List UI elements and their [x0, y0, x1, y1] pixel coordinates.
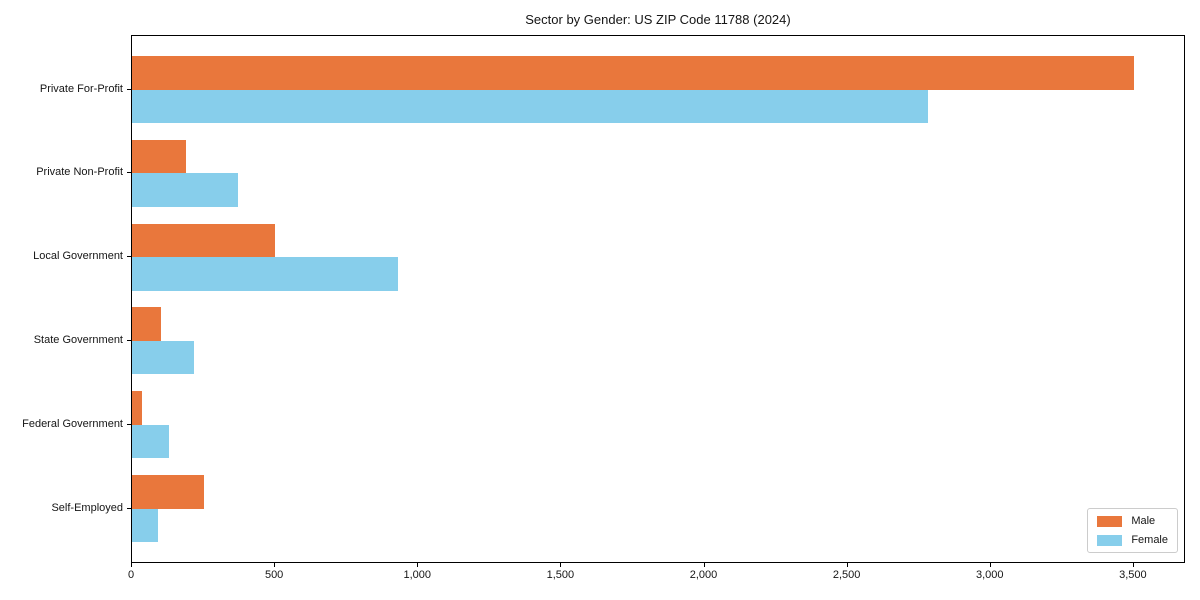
- x-tick-label-500: 500: [264, 569, 284, 581]
- x-tick-0: [131, 563, 132, 567]
- legend-entry-female: Female: [1097, 534, 1168, 546]
- y-tick-self-employed: [127, 507, 131, 509]
- y-tick-label-state-government: State Government: [33, 333, 123, 346]
- plot-area: Male Female: [131, 35, 1185, 563]
- x-tick-label-3-000: 3,000: [976, 569, 1004, 581]
- bar-private-for-profit-male: [132, 56, 1134, 90]
- legend-label-male: Male: [1131, 515, 1156, 527]
- bar-private-for-profit-female: [132, 89, 928, 123]
- legend: Male Female: [1087, 508, 1178, 553]
- x-tick-500: [274, 563, 276, 567]
- x-tick-label-2-500: 2,500: [832, 569, 861, 581]
- bar-state-government-female: [132, 340, 194, 375]
- x-tick-label-2-000: 2,000: [689, 569, 718, 581]
- chart-title: Sector by Gender: US ZIP Code 11788 (202…: [525, 12, 791, 27]
- x-tick-3-500: [1132, 563, 1134, 567]
- legend-swatch-female: [1097, 534, 1123, 546]
- bar-local-government-male: [132, 223, 276, 258]
- bar-private-non-profit-female: [132, 173, 238, 207]
- y-tick-private-for-profit: [127, 88, 131, 90]
- x-tick-label-1-500: 1,500: [546, 569, 575, 581]
- legend-entry-male: Male: [1097, 515, 1168, 527]
- y-tick-label-self-employed: Self-Employed: [51, 501, 123, 514]
- bar-self-employed-female: [132, 508, 158, 542]
- bar-self-employed-male: [132, 475, 204, 509]
- x-tick-1-000: [417, 563, 419, 567]
- y-tick-local-government: [127, 256, 131, 258]
- legend-swatch-male: [1097, 515, 1123, 527]
- x-tick-label-1-000: 1,000: [403, 569, 432, 581]
- x-tick-3-000: [989, 563, 991, 567]
- bar-state-government-male: [132, 307, 161, 341]
- y-tick-label-private-for-profit: Private For-Profit: [39, 82, 123, 95]
- x-tick-2-000: [703, 563, 705, 567]
- y-tick-label-private-non-profit: Private Non-Profit: [36, 166, 123, 179]
- y-tick-label-federal-government: Federal Government: [22, 417, 123, 430]
- x-tick-label-3-500: 3,500: [1119, 569, 1147, 581]
- bar-federal-government-female: [132, 424, 170, 459]
- y-tick-federal-government: [127, 423, 131, 425]
- bar-local-government-female: [132, 257, 399, 291]
- legend-label-female: Female: [1131, 534, 1168, 546]
- x-tick-1-500: [560, 563, 562, 567]
- x-tick-2-500: [846, 563, 848, 567]
- y-tick-label-local-government: Local Government: [33, 250, 123, 263]
- bar-federal-government-male: [132, 391, 143, 425]
- y-tick-private-non-profit: [127, 172, 131, 174]
- y-tick-state-government: [127, 339, 131, 341]
- x-tick-label-0: 0: [127, 569, 135, 581]
- bar-private-non-profit-male: [132, 139, 187, 174]
